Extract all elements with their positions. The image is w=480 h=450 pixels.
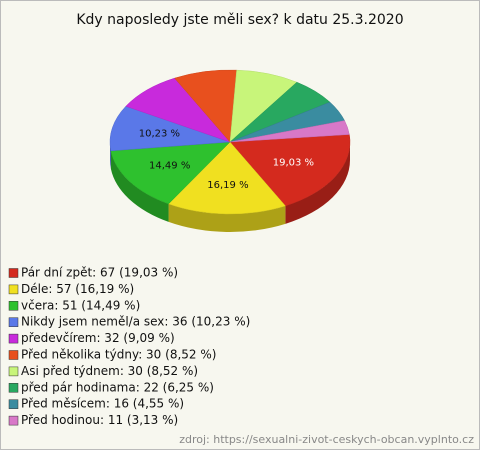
legend-label: Před několika týdny: 30 (8,52 %) [21,348,216,362]
legend-label: Nikdy jsem neměl/a sex: 36 (10,23 %) [21,315,250,329]
legend-label: před pár hodinama: 22 (6,25 %) [21,380,214,394]
slice-side [110,142,111,169]
legend-swatch [8,317,19,327]
slice-side [110,150,169,222]
slice-label: 10,23 % [139,128,180,139]
legend-swatch [8,399,19,409]
legend-swatch [8,301,19,311]
legend-label: včera: 51 (14,49 %) [21,298,140,312]
legend-swatch [8,415,19,426]
source: zdroj: https://sexualni-zivot-ceskych-ob… [179,433,474,446]
legend-swatch [8,284,19,295]
slice-label: 19,03 % [273,157,314,168]
slice [229,120,350,143]
slice [110,141,231,205]
chart-title: Kdy naposledy jste měli sex? k datu 25.3… [76,12,403,28]
legend-label: Asi před týdnem: 30 (8,52 %) [21,364,198,378]
slice-label: 14,49 % [149,161,190,172]
slice-side [285,142,350,224]
slice [168,141,286,215]
legend-label: Pár dní zpět: 67 (19,03 %) [21,266,178,280]
legend-swatch [8,383,19,393]
legend-label: předevčírem: 32 (9,09 %) [21,331,175,345]
legend-swatch [8,333,19,344]
slice [229,134,351,207]
legend-label: Před měsícem: 16 (4,55 %) [21,397,184,411]
legend-label: Déle: 57 (16,19 %) [21,282,134,296]
slice [109,105,231,152]
slice-side [168,203,286,233]
legend-swatch [8,268,19,278]
slice-label: 16,19 % [207,180,248,191]
legend-swatch [8,350,19,360]
legend-swatch [8,366,19,377]
legend-label: Před hodinou: 11 (3,13 %) [21,413,178,427]
